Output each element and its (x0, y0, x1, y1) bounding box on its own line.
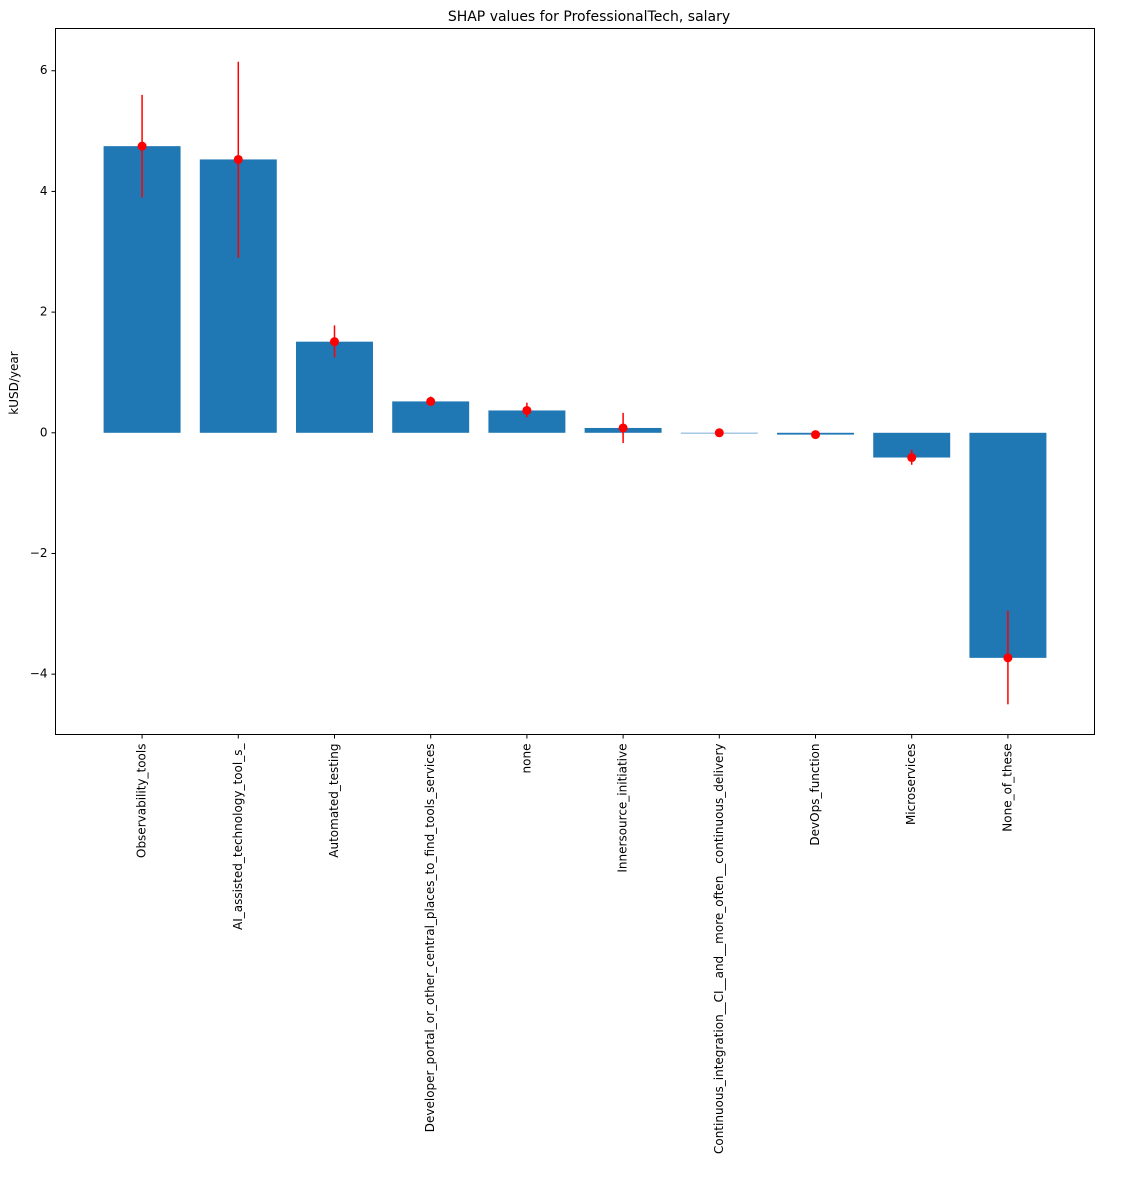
x-tick-label-6: Innersource_initiative (616, 744, 630, 873)
error-bars-layer (137, 61, 1013, 705)
x-tick-label-7: Continuous_integration__CI__and__more_of… (712, 744, 726, 1155)
error-point-5 (522, 405, 532, 415)
y-axis-label: kUSD/year (7, 351, 21, 414)
error-point-10 (1003, 653, 1013, 663)
x-tick-label-4: Developer_portal_or_other_central_places… (423, 744, 437, 1133)
error-point-1 (137, 141, 147, 151)
y-tick-label-6: 6 (40, 63, 48, 77)
error-point-7 (714, 428, 724, 438)
error-point-3 (329, 337, 339, 347)
bar-4 (392, 401, 470, 433)
x-tick-label-10: None_of_these (1000, 744, 1014, 832)
x-tick-label-9: Microservices (904, 744, 918, 826)
x-tick-label-5: none (519, 744, 533, 774)
x-tick-label-8: DevOps_function (808, 744, 822, 846)
error-point-9 (907, 453, 917, 463)
x-tick-label-2: AI_assisted_technology_tool_s_ (231, 743, 245, 931)
error-point-8 (811, 430, 821, 440)
error-point-6 (618, 423, 628, 433)
x-tick-label-1: Observability_tools (135, 744, 149, 859)
error-point-4 (426, 396, 436, 406)
y-tick-label-1: −4 (30, 667, 48, 681)
y-tick-label-2: −2 (30, 546, 48, 560)
ticks-layer: Observability_tools AI_assisted_technolog… (30, 63, 1015, 1154)
bar-5 (488, 410, 566, 433)
y-tick-label-5: 4 (40, 184, 48, 198)
y-tick-label-4: 2 (40, 305, 48, 319)
error-point-2 (233, 154, 243, 164)
x-tick-label-3: Automated_testing (327, 744, 341, 858)
chart-title: SHAP values for ProfessionalTech, salary (448, 9, 730, 25)
plot-frame (55, 28, 1095, 735)
y-tick-label-3: 0 (40, 425, 48, 439)
